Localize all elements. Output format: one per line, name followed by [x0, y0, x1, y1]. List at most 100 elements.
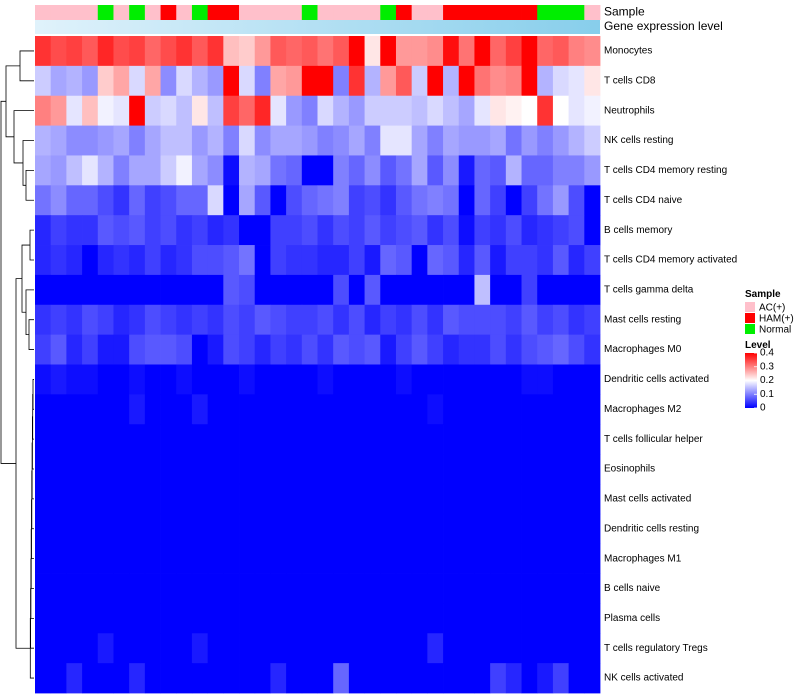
heatmap-cell — [66, 274, 83, 306]
heatmap-cell — [474, 95, 491, 126]
heatmap-cell — [411, 65, 428, 97]
heatmap-cell — [443, 65, 460, 97]
heatmap-cell — [223, 513, 240, 545]
heatmap-cell — [458, 633, 475, 664]
heatmap-cell — [82, 364, 99, 395]
heatmap-cell — [395, 304, 413, 336]
heatmap-cell — [66, 215, 83, 246]
sample-annotation-cell — [66, 5, 83, 20]
heatmap-cell — [113, 36, 130, 67]
heatmap-cell — [584, 603, 601, 634]
heatmap-cell — [364, 513, 381, 545]
heatmap-cell — [490, 394, 507, 425]
heatmap-cell — [160, 394, 177, 425]
heatmap-cell — [82, 65, 99, 97]
heatmap-cell — [568, 364, 585, 395]
heatmap-cell — [254, 304, 271, 336]
heatmap-cell — [207, 454, 224, 485]
heatmap-cell — [474, 245, 491, 276]
heatmap-cell — [82, 185, 99, 216]
dendrogram-branch — [0, 100, 16, 464]
heatmap-cell — [176, 364, 193, 395]
dendrogram-branch — [28, 319, 34, 350]
heatmap-cell — [160, 155, 177, 186]
heatmap-cell — [443, 543, 460, 574]
heatmap-cell — [333, 633, 350, 664]
heatmap-cell — [254, 95, 271, 126]
heatmap-cell — [474, 633, 491, 664]
heatmap-cell — [50, 454, 67, 485]
heatmap-cell — [207, 573, 224, 604]
heatmap-cell — [474, 663, 491, 694]
row-label: T cells CD4 naive — [604, 195, 683, 206]
heatmap-cell — [82, 633, 99, 664]
heatmap-cell — [317, 603, 334, 634]
level-legend-title: Level — [745, 340, 771, 351]
heatmap-cell — [50, 125, 67, 156]
heatmap-cell — [286, 36, 303, 67]
heatmap-cell — [474, 603, 491, 634]
heatmap-cell — [254, 603, 271, 634]
heatmap-cell — [35, 454, 52, 485]
heatmap-cell — [270, 65, 287, 97]
dendrogram-branch — [31, 499, 34, 560]
heatmap-cell — [97, 543, 114, 574]
heatmap-cell — [97, 125, 114, 156]
heatmap-cell — [458, 215, 475, 246]
heatmap-cell — [176, 334, 193, 365]
heatmap-cell — [411, 95, 428, 126]
heatmap-cell — [35, 274, 52, 306]
heatmap-cell — [348, 394, 365, 425]
heatmap-cell — [160, 245, 177, 276]
heatmap-cell — [317, 155, 334, 186]
heatmap-cell — [505, 573, 522, 604]
heatmap-cell — [380, 454, 397, 485]
heatmap-cell — [97, 245, 114, 276]
heatmap-cell — [50, 215, 67, 246]
heatmap-cell — [521, 454, 538, 485]
heatmap-cell — [584, 483, 601, 515]
heatmap-cell — [129, 155, 146, 186]
heatmap-cell — [584, 543, 601, 574]
heatmap-cell — [239, 304, 256, 336]
heatmap-cell — [301, 65, 318, 97]
heatmap-cell — [411, 185, 428, 216]
heatmap-cell — [411, 36, 428, 67]
sample-annotation-cell — [395, 5, 413, 20]
heatmap-cell — [113, 603, 130, 634]
heatmap-cell — [411, 513, 428, 545]
heatmap-cell — [458, 155, 475, 186]
heatmap-cell — [411, 274, 428, 306]
heatmap-cell — [395, 95, 413, 126]
heatmap-cell — [207, 36, 224, 67]
heatmap-cell — [144, 543, 161, 574]
heatmap-cell — [552, 573, 570, 604]
heatmap-cell — [584, 274, 601, 306]
heatmap-cell — [97, 513, 114, 545]
heatmap-cell — [552, 633, 570, 664]
heatmap-cell — [50, 394, 67, 425]
heatmap-cell — [584, 513, 601, 545]
heatmap-cell — [443, 304, 460, 336]
heatmap-cell — [443, 424, 460, 455]
heatmap-cell — [254, 513, 271, 545]
heatmap-cell — [333, 65, 350, 97]
sample-annotation-cell — [239, 5, 256, 20]
sample-annotation-cell — [348, 5, 365, 20]
heatmap-cell — [333, 394, 350, 425]
heatmap-cell — [239, 573, 256, 604]
heatmap-cell — [395, 185, 413, 216]
heatmap-cell — [552, 185, 570, 216]
heatmap-cell — [50, 633, 67, 664]
heatmap-cell — [35, 394, 52, 425]
sample-annotation-label: Sample — [604, 5, 645, 19]
heatmap-cell — [66, 36, 83, 67]
heatmap-cell — [474, 125, 491, 156]
heatmap-cell — [537, 364, 554, 395]
heatmap-cell — [66, 65, 83, 97]
heatmap-cell — [239, 394, 256, 425]
heatmap-cell — [286, 65, 303, 97]
heatmap-cell — [239, 364, 256, 395]
heatmap-cell — [66, 573, 83, 604]
sample-annotation-cell — [411, 5, 428, 20]
